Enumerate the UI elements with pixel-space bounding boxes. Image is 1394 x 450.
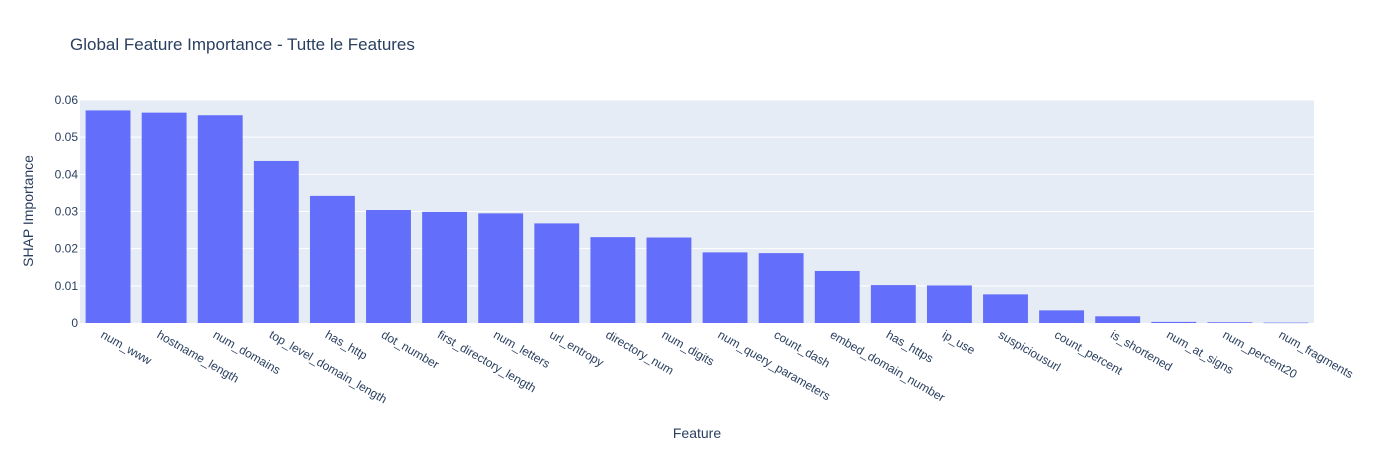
bar-hostname-length[interactable] (141, 112, 187, 324)
bar-count-percent[interactable] (1039, 310, 1085, 323)
y-tick-label: 0.01 (55, 279, 79, 293)
y-tick-label: 0.05 (55, 130, 79, 144)
y-tick-label: 0 (71, 316, 78, 330)
bar-directory-num[interactable] (590, 237, 636, 323)
y-tick-label: 0.03 (55, 205, 79, 219)
x-tick-label: num_www (99, 327, 155, 367)
y-tick-label: 0.02 (55, 242, 79, 256)
bar-ip-use[interactable] (926, 285, 972, 323)
bar-is-shortened[interactable] (1095, 316, 1141, 323)
x-tick-label: ip_use (940, 327, 978, 357)
bar-top-level-domain-length[interactable] (253, 160, 299, 323)
bar-num-fragments[interactable] (1263, 322, 1309, 324)
bar-count-dash[interactable] (758, 253, 804, 323)
bar-num-at-signs[interactable] (1151, 321, 1197, 323)
bar-num-domains[interactable] (197, 115, 243, 323)
x-tick-label: has_http (323, 327, 370, 362)
x-tick-label: suspiciousurl (996, 327, 1063, 374)
y-tick-label: 0.06 (55, 93, 79, 107)
x-axis-ticks: num_www hostname_lengthnum_domainstop_lev… (99, 327, 1356, 406)
x-axis-title: Feature (673, 425, 721, 441)
bar-has-http[interactable] (309, 195, 355, 323)
x-tick-label: dot_number (379, 327, 441, 371)
bars (85, 110, 1309, 324)
bar-suspiciousurl[interactable] (983, 294, 1028, 323)
bar-dot-number[interactable] (366, 210, 411, 323)
x-tick-label: url_entropy (547, 327, 606, 369)
bar-num-query-parameters[interactable] (702, 252, 748, 323)
bar-num-percent20[interactable] (1207, 322, 1253, 323)
bar-num-www[interactable] (85, 110, 131, 323)
y-axis-ticks: 0 0.01 0.02 0.03 0.04 0.05 0.06 (55, 93, 79, 330)
bar-num-letters[interactable] (478, 213, 524, 323)
bar-first-directory-length[interactable] (422, 211, 468, 323)
y-axis-title: SHAP Importance (20, 155, 36, 267)
chart-title: Global Feature Importance - Tutte le Fea… (70, 35, 415, 54)
bar-has-https[interactable] (870, 285, 916, 323)
y-tick-label: 0.04 (55, 167, 79, 181)
bar-url-entropy[interactable] (534, 223, 580, 323)
x-tick-label: first_directory_length (435, 327, 538, 395)
bar-num-digits[interactable] (646, 237, 692, 323)
bar-embed-domain-number[interactable] (814, 270, 860, 323)
